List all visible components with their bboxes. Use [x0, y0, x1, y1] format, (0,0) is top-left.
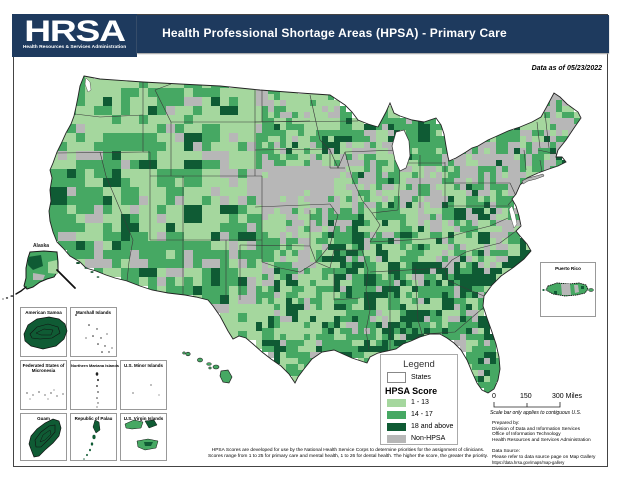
- svg-text:300 Miles: 300 Miles: [552, 393, 582, 400]
- svg-text:150: 150: [520, 393, 532, 400]
- svg-text:Alaska: Alaska: [33, 243, 49, 249]
- svg-text:0: 0: [492, 393, 496, 400]
